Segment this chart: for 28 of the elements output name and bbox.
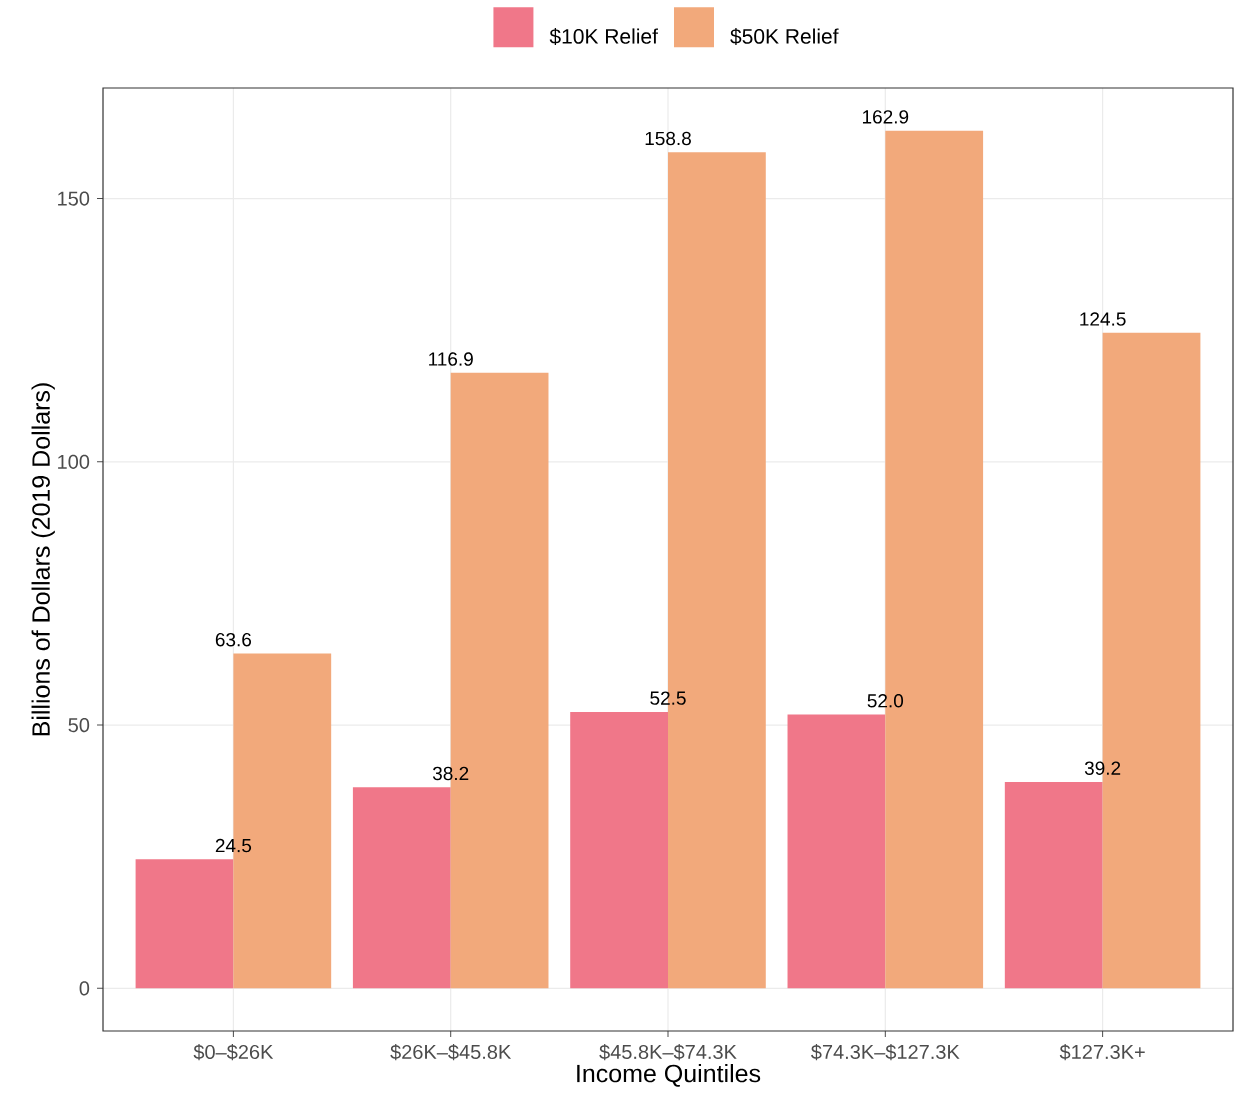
y-tick-label: 0 bbox=[79, 981, 90, 996]
data-label: 24.5 bbox=[215, 838, 252, 853]
data-label: 63.6 bbox=[215, 632, 252, 647]
data-label: 124.5 bbox=[1080, 312, 1126, 326]
data-label: 52.5 bbox=[650, 691, 686, 705]
legend-label: $50K Relief bbox=[730, 28, 839, 46]
y-tick-label: 100 bbox=[58, 454, 90, 469]
bar bbox=[570, 711, 668, 989]
data-label: 39.2 bbox=[1084, 761, 1121, 775]
legend-label: $10K Relief bbox=[549, 28, 658, 46]
x-tick-label: $26K–$45.8K bbox=[390, 1044, 512, 1061]
y-tick-label: 150 bbox=[58, 191, 90, 206]
x-axis-title: Income Quintiles bbox=[577, 1063, 761, 1087]
data-label: 38.2 bbox=[432, 766, 469, 781]
data-label: 116.9 bbox=[429, 352, 473, 366]
x-tick-label: $74.3K–$127.3K bbox=[811, 1044, 960, 1061]
data-label: 162.9 bbox=[862, 110, 909, 124]
bar bbox=[352, 787, 451, 989]
data-label: 52.0 bbox=[867, 694, 904, 708]
y-axis-title: Billions of Dollars (2019 Dollars) bbox=[31, 383, 55, 736]
bar bbox=[1004, 781, 1103, 989]
x-tick-label: $127.3K+ bbox=[1059, 1044, 1145, 1061]
x-tick-label: $45.8K–$74.3K bbox=[599, 1044, 737, 1061]
bar bbox=[135, 859, 234, 989]
bar bbox=[787, 714, 886, 989]
y-tick-label: 50 bbox=[68, 718, 90, 733]
x-tick-label: $0–$26K bbox=[193, 1044, 274, 1061]
data-label: 158.8 bbox=[645, 131, 691, 146]
